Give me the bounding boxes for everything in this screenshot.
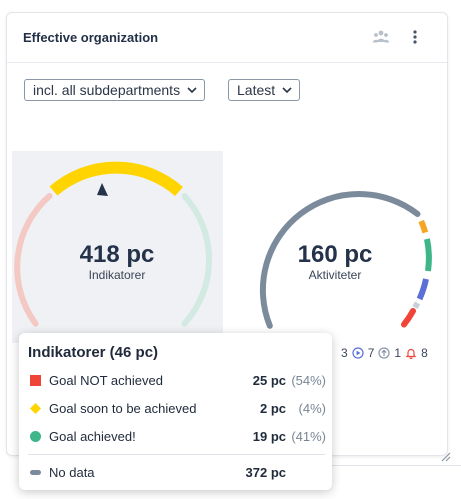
resize-handle-icon[interactable] [439, 450, 451, 462]
tooltip-row-label: Goal NOT achieved [49, 373, 163, 388]
tooltip-title: Indikatorer (46 pc) [28, 344, 159, 361]
stat-up-count: 1 [394, 346, 402, 360]
activities-gauge-grey-arc [259, 191, 421, 329]
yellow-diamond-icon [30, 403, 41, 414]
indicators-gauge-value: 418 pc [79, 241, 155, 268]
tooltip-row-soon-achieved: Goal soon to be achieved 2 pc (4%) [19, 398, 332, 420]
chevron-down-icon [282, 87, 292, 94]
indicators-gauge-red-arc [14, 193, 53, 327]
card-header: Effective organization [7, 13, 447, 63]
department-select[interactable]: incl. all subdepartments [24, 79, 206, 101]
tooltip-row-count: 2 pc [259, 401, 286, 416]
card-title: Effective organization [23, 30, 159, 45]
play-circle-icon[interactable] [352, 347, 364, 359]
tooltip-row-label: Goal soon to be achieved [49, 401, 197, 416]
tooltip-row-pct: (4%) [298, 401, 326, 416]
activities-gauge-green-arc [424, 238, 432, 272]
tooltip-row-count: 19 pc [252, 429, 286, 444]
tooltip-row-label: No data [49, 465, 95, 480]
tooltip-row-count: 25 pc [252, 373, 286, 388]
kebab-menu-icon[interactable] [405, 27, 425, 47]
tooltip-row-not-achieved: Goal NOT achieved 25 pc (54%) [19, 370, 332, 392]
indicators-gauge-hover-bg [12, 151, 223, 343]
gauges-svg [14, 161, 432, 329]
indicators-gauge-green-arc [181, 193, 213, 327]
activities-gauge-value: 160 pc [297, 241, 373, 268]
people-icon[interactable] [371, 27, 391, 47]
stat-running-count: 7 [367, 346, 375, 360]
tooltip-divider [28, 454, 325, 455]
tooltip-row-achieved: Goal achieved! 19 pc (41%) [19, 426, 332, 448]
tooltip-row-no-data: No data 372 pc [19, 462, 332, 484]
green-circle-icon [30, 431, 41, 442]
indicators-tooltip: Indikatorer (46 pc) Goal NOT achieved 25… [19, 333, 332, 490]
tooltip-row-count: 372 pc [245, 465, 286, 480]
activities-gauge-label: Aktiviteter [308, 268, 362, 282]
red-square-icon [30, 375, 41, 386]
period-select-value: Latest [237, 82, 276, 98]
tooltip-row-label: Goal achieved! [49, 429, 136, 444]
activities-gauge[interactable] [259, 191, 432, 329]
indicators-gauge[interactable] [14, 161, 213, 327]
stat-first-count: 3 [341, 346, 348, 360]
arrow-up-circle-icon[interactable] [378, 347, 390, 359]
tooltip-row-pct: (41%) [291, 429, 326, 444]
period-select[interactable]: Latest [228, 79, 301, 101]
chevron-down-icon [187, 87, 197, 94]
activities-gauge-orange-arc [418, 219, 429, 234]
tooltip-row-pct: (54%) [291, 373, 326, 388]
indicators-gauge-yellow-arc [49, 161, 183, 197]
indicators-gauge-label: Indikatorer [88, 268, 146, 282]
department-select-value: incl. all subdepartments [33, 82, 181, 98]
stat-alert-count: 8 [421, 346, 428, 360]
activities-gauge-lightgrey-arc [412, 301, 421, 310]
activities-gauge-blue-arc [416, 278, 429, 301]
indicators-gauge-pointer [97, 183, 108, 196]
activities-gauge-red-arc [401, 308, 416, 328]
grey-dash-icon [30, 470, 41, 475]
divider [332, 465, 461, 466]
activity-stats: 3 7 1 8 [341, 344, 428, 362]
bell-alert-icon[interactable] [405, 347, 417, 359]
